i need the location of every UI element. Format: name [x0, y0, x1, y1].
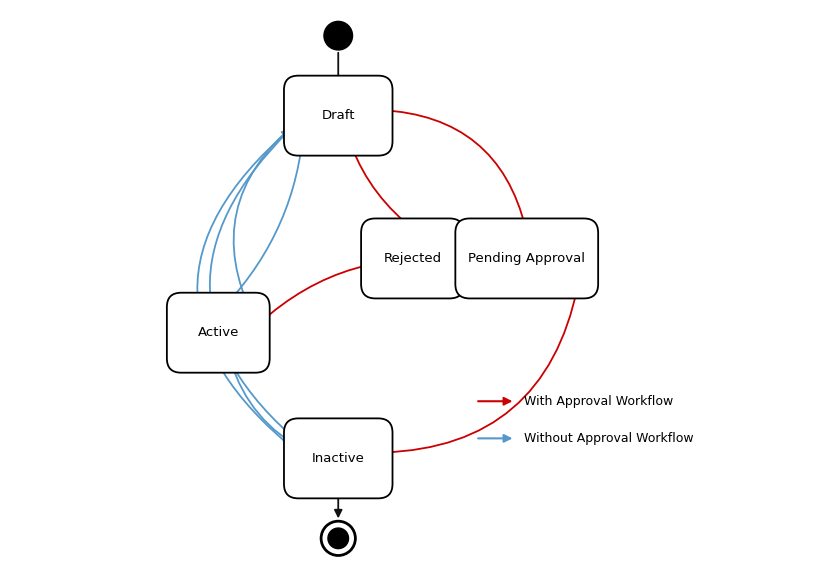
Circle shape — [324, 21, 352, 50]
Text: Inactive: Inactive — [312, 452, 365, 465]
FancyBboxPatch shape — [455, 219, 598, 298]
Text: Pending Approval: Pending Approval — [469, 252, 585, 265]
Text: Rejected: Rejected — [384, 252, 441, 265]
FancyBboxPatch shape — [361, 219, 464, 298]
Circle shape — [328, 528, 348, 549]
Text: Without Approval Workflow: Without Approval Workflow — [524, 432, 694, 445]
Text: Draft: Draft — [322, 109, 355, 122]
Text: Active: Active — [198, 326, 239, 339]
FancyBboxPatch shape — [167, 293, 270, 373]
Text: With Approval Workflow: With Approval Workflow — [524, 395, 673, 408]
FancyBboxPatch shape — [284, 76, 393, 156]
FancyBboxPatch shape — [284, 418, 393, 498]
